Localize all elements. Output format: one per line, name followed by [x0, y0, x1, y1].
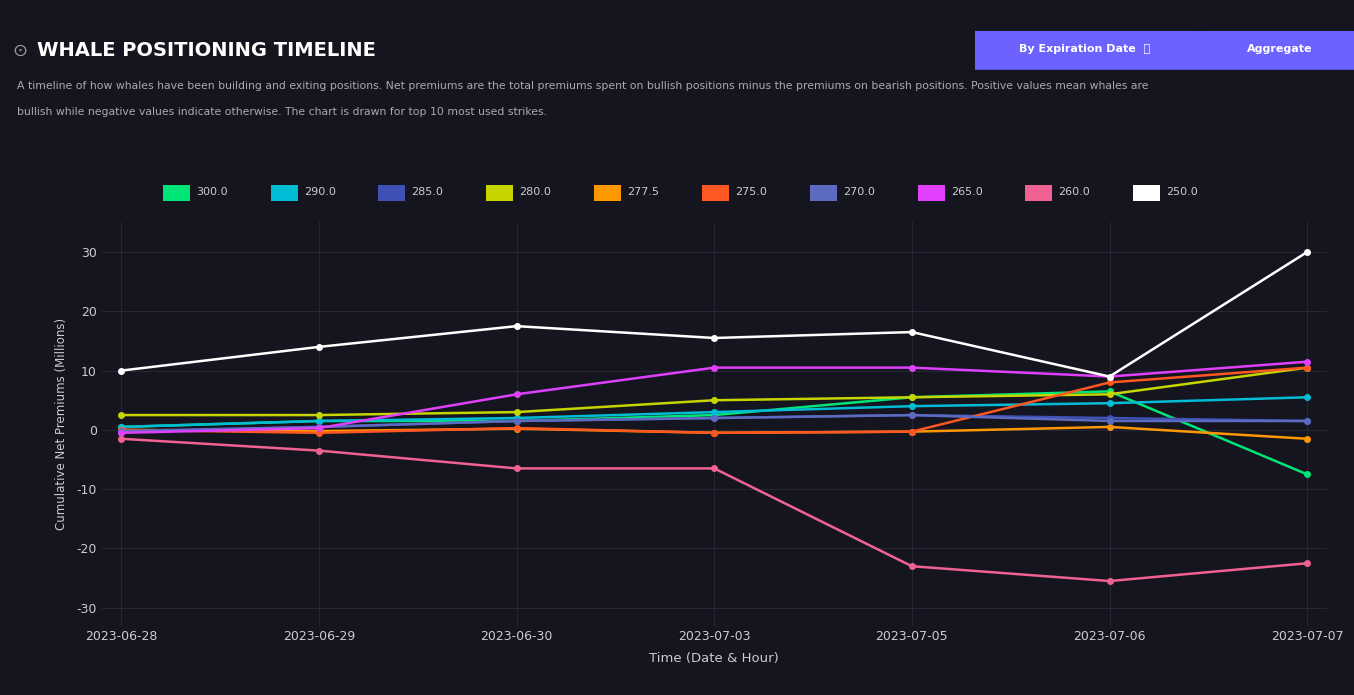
FancyBboxPatch shape	[162, 185, 190, 202]
Text: Aggregate: Aggregate	[1247, 44, 1313, 54]
Text: ⊙: ⊙	[12, 42, 28, 59]
FancyBboxPatch shape	[1025, 185, 1052, 202]
Text: 250.0: 250.0	[1166, 188, 1198, 197]
Text: A timeline of how whales have been building and exiting positions. Net premiums : A timeline of how whales have been build…	[18, 81, 1148, 91]
FancyBboxPatch shape	[1198, 31, 1354, 70]
Text: 300.0: 300.0	[196, 188, 227, 197]
Text: 260.0: 260.0	[1059, 188, 1090, 197]
Text: 280.0: 280.0	[520, 188, 551, 197]
FancyBboxPatch shape	[594, 185, 621, 202]
Text: 290.0: 290.0	[303, 188, 336, 197]
Text: 265.0: 265.0	[951, 188, 983, 197]
FancyBboxPatch shape	[486, 185, 513, 202]
FancyBboxPatch shape	[701, 185, 728, 202]
Text: 270.0: 270.0	[844, 188, 875, 197]
FancyBboxPatch shape	[271, 185, 298, 202]
FancyBboxPatch shape	[918, 185, 945, 202]
X-axis label: Time (Date & Hour): Time (Date & Hour)	[650, 652, 779, 664]
FancyBboxPatch shape	[810, 185, 837, 202]
Y-axis label: Cumulative Net Premiums (Millions): Cumulative Net Premiums (Millions)	[56, 318, 68, 530]
Text: By Expiration Date  ⤵: By Expiration Date ⤵	[1020, 44, 1151, 54]
Text: 275.0: 275.0	[735, 188, 766, 197]
Text: 277.5: 277.5	[627, 188, 659, 197]
Text: bullish while negative values indicate otherwise. The chart is drawn for top 10 : bullish while negative values indicate o…	[18, 107, 547, 117]
FancyBboxPatch shape	[379, 185, 405, 202]
FancyBboxPatch shape	[1133, 185, 1160, 202]
Text: 285.0: 285.0	[412, 188, 444, 197]
Text: WHALE POSITIONING TIMELINE: WHALE POSITIONING TIMELINE	[37, 41, 376, 60]
FancyBboxPatch shape	[964, 31, 1206, 70]
